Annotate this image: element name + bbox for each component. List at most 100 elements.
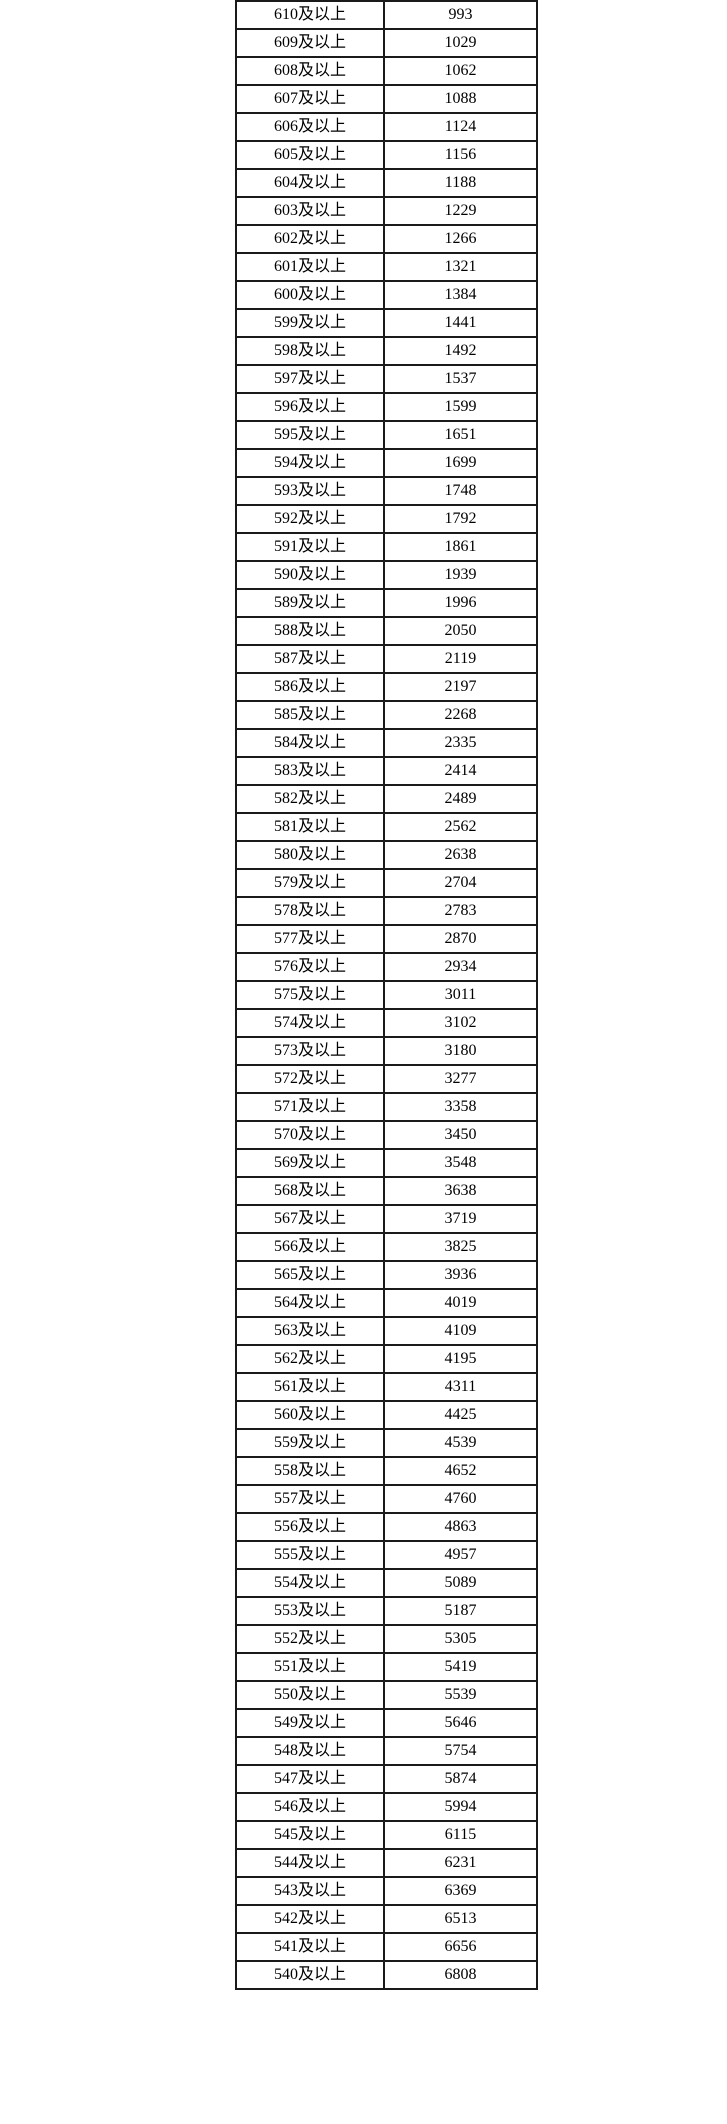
table-row: 570及以上 3450 <box>235 1120 538 1150</box>
count-cell: 6513 <box>383 1904 538 1934</box>
table-row: 554及以上 5089 <box>235 1568 538 1598</box>
count-cell: 1321 <box>383 252 538 282</box>
score-cell: 562及以上 <box>235 1344 385 1374</box>
table-row: 591及以上 1861 <box>235 532 538 562</box>
table-row: 579及以上 2704 <box>235 868 538 898</box>
count-cell: 5994 <box>383 1792 538 1822</box>
table-row: 545及以上 6115 <box>235 1820 538 1850</box>
count-cell: 5874 <box>383 1764 538 1794</box>
score-cell: 559及以上 <box>235 1428 385 1458</box>
table-row: 584及以上 2335 <box>235 728 538 758</box>
count-cell: 3011 <box>383 980 538 1010</box>
count-cell: 2704 <box>383 868 538 898</box>
score-cell: 554及以上 <box>235 1568 385 1598</box>
score-cell: 553及以上 <box>235 1596 385 1626</box>
score-cell: 581及以上 <box>235 812 385 842</box>
score-cell: 574及以上 <box>235 1008 385 1038</box>
count-cell: 1062 <box>383 56 538 86</box>
table-row: 598及以上 1492 <box>235 336 538 366</box>
count-cell: 993 <box>383 0 538 30</box>
count-cell: 1599 <box>383 392 538 422</box>
count-cell: 5187 <box>383 1596 538 1626</box>
count-cell: 5754 <box>383 1736 538 1766</box>
score-cell: 593及以上 <box>235 476 385 506</box>
table-row: 572及以上 3277 <box>235 1064 538 1094</box>
table-row: 557及以上 4760 <box>235 1484 538 1514</box>
count-cell: 1861 <box>383 532 538 562</box>
table-row: 604及以上 1188 <box>235 168 538 198</box>
table-row: 606及以上 1124 <box>235 112 538 142</box>
table-row: 549及以上 5646 <box>235 1708 538 1738</box>
score-cell: 567及以上 <box>235 1204 385 1234</box>
table-row: 583及以上 2414 <box>235 756 538 786</box>
table-row: 592及以上 1792 <box>235 504 538 534</box>
count-cell: 6115 <box>383 1820 538 1850</box>
count-cell: 2870 <box>383 924 538 954</box>
score-cell: 603及以上 <box>235 196 385 226</box>
score-cell: 587及以上 <box>235 644 385 674</box>
score-distribution-table: 610及以上 993 609及以上 1029 608及以上 1062 607及以上 1088 6… <box>235 0 538 1990</box>
score-cell: 550及以上 <box>235 1680 385 1710</box>
table-row: 556及以上 4863 <box>235 1512 538 1542</box>
table-row: 544及以上 6231 <box>235 1848 538 1878</box>
count-cell: 1792 <box>383 504 538 534</box>
score-cell: 540及以上 <box>235 1960 385 1990</box>
score-cell: 563及以上 <box>235 1316 385 1346</box>
score-cell: 588及以上 <box>235 616 385 646</box>
score-cell: 556及以上 <box>235 1512 385 1542</box>
table-row: 601及以上 1321 <box>235 252 538 282</box>
table-row: 589及以上 1996 <box>235 588 538 618</box>
score-cell: 600及以上 <box>235 280 385 310</box>
score-cell: 586及以上 <box>235 672 385 702</box>
score-cell: 542及以上 <box>235 1904 385 1934</box>
score-cell: 595及以上 <box>235 420 385 450</box>
score-cell: 575及以上 <box>235 980 385 1010</box>
score-cell: 583及以上 <box>235 756 385 786</box>
count-cell: 2562 <box>383 812 538 842</box>
table-row: 567及以上 3719 <box>235 1204 538 1234</box>
count-cell: 1384 <box>383 280 538 310</box>
score-cell: 590及以上 <box>235 560 385 590</box>
score-cell: 546及以上 <box>235 1792 385 1822</box>
count-cell: 6369 <box>383 1876 538 1906</box>
count-cell: 3638 <box>383 1176 538 1206</box>
score-cell: 585及以上 <box>235 700 385 730</box>
count-cell: 1699 <box>383 448 538 478</box>
score-cell: 571及以上 <box>235 1092 385 1122</box>
score-cell: 570及以上 <box>235 1120 385 1150</box>
score-cell: 584及以上 <box>235 728 385 758</box>
score-cell: 561及以上 <box>235 1372 385 1402</box>
count-cell: 2783 <box>383 896 538 926</box>
count-cell: 1029 <box>383 28 538 58</box>
table-row: 593及以上 1748 <box>235 476 538 506</box>
count-cell: 2934 <box>383 952 538 982</box>
table-row: 580及以上 2638 <box>235 840 538 870</box>
score-cell: 589及以上 <box>235 588 385 618</box>
score-cell: 598及以上 <box>235 336 385 366</box>
count-cell: 2268 <box>383 700 538 730</box>
table-row: 566及以上 3825 <box>235 1232 538 1262</box>
table-row: 540及以上 6808 <box>235 1960 538 1990</box>
score-table: 610及以上 993 609及以上 1029 608及以上 1062 607及以上 1088 6… <box>235 0 538 1990</box>
count-cell: 5419 <box>383 1652 538 1682</box>
table-row: 548及以上 5754 <box>235 1736 538 1766</box>
score-cell: 569及以上 <box>235 1148 385 1178</box>
score-cell: 543及以上 <box>235 1876 385 1906</box>
score-cell: 580及以上 <box>235 840 385 870</box>
table-row: 571及以上 3358 <box>235 1092 538 1122</box>
count-cell: 5539 <box>383 1680 538 1710</box>
count-cell: 1088 <box>383 84 538 114</box>
count-cell: 6656 <box>383 1932 538 1962</box>
count-cell: 4539 <box>383 1428 538 1458</box>
table-row: 542及以上 6513 <box>235 1904 538 1934</box>
table-row: 582及以上 2489 <box>235 784 538 814</box>
table-row: 569及以上 3548 <box>235 1148 538 1178</box>
count-cell: 4863 <box>383 1512 538 1542</box>
score-cell: 573及以上 <box>235 1036 385 1066</box>
score-cell: 608及以上 <box>235 56 385 86</box>
score-cell: 565及以上 <box>235 1260 385 1290</box>
table-row: 602及以上 1266 <box>235 224 538 254</box>
count-cell: 4652 <box>383 1456 538 1486</box>
count-cell: 1156 <box>383 140 538 170</box>
table-row: 553及以上 5187 <box>235 1596 538 1626</box>
